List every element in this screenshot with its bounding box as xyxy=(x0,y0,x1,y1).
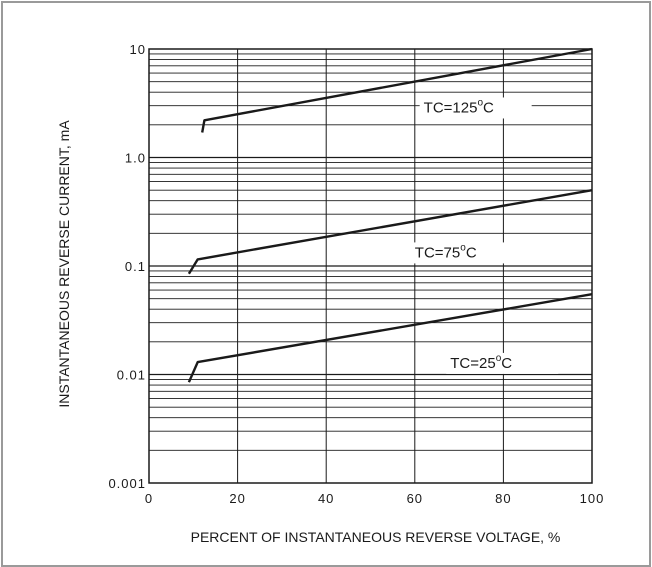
series-lines: TC=125oC TC=75oC TC=25oC xyxy=(187,47,593,383)
series-label-bg xyxy=(446,352,559,374)
x-tick-label: 80 xyxy=(495,491,511,506)
x-tick-label: 100 xyxy=(580,491,605,506)
x-axis-label: PERCENT OF INSTANTANEOUS REVERSE VOLTAGE… xyxy=(191,529,561,545)
y-tick-label: 0.1 xyxy=(125,259,146,274)
series-label-text: TC=125oC xyxy=(424,97,494,116)
y-tick-label: 0.01 xyxy=(117,368,146,383)
y-axis-ticks: 0.001 0.01 0.1 1.0 10 xyxy=(108,42,146,491)
series-line-3 xyxy=(187,293,593,383)
x-tick-label: 0 xyxy=(145,491,153,506)
x-axis-ticks: 0 20 40 60 80 100 xyxy=(145,491,605,506)
y-tick-label: 0.001 xyxy=(108,476,146,491)
plot-border xyxy=(148,48,593,484)
series-label-bg xyxy=(419,97,532,119)
y-tick-label: 1.0 xyxy=(125,151,146,166)
series-label-2: TC=75oC xyxy=(410,242,523,264)
x-tick-label: 60 xyxy=(407,491,423,506)
series-label-text: TC=25oC xyxy=(450,353,512,372)
series-label-text: TC=75oC xyxy=(415,242,477,261)
series-line-1 xyxy=(201,47,593,133)
series-label-3: TC=25oC xyxy=(446,352,559,374)
series-line-2 xyxy=(187,189,593,275)
series-label-bg xyxy=(410,242,523,264)
y-axis-label: INSTANTANEOUS REVERSE CURRENT, mA xyxy=(56,120,72,408)
x-tick-label: 40 xyxy=(318,491,334,506)
grid xyxy=(149,49,592,483)
y-tick-label: 10 xyxy=(130,42,146,57)
series-label-1: TC=125oC xyxy=(419,97,532,119)
x-tick-label: 20 xyxy=(229,491,245,506)
